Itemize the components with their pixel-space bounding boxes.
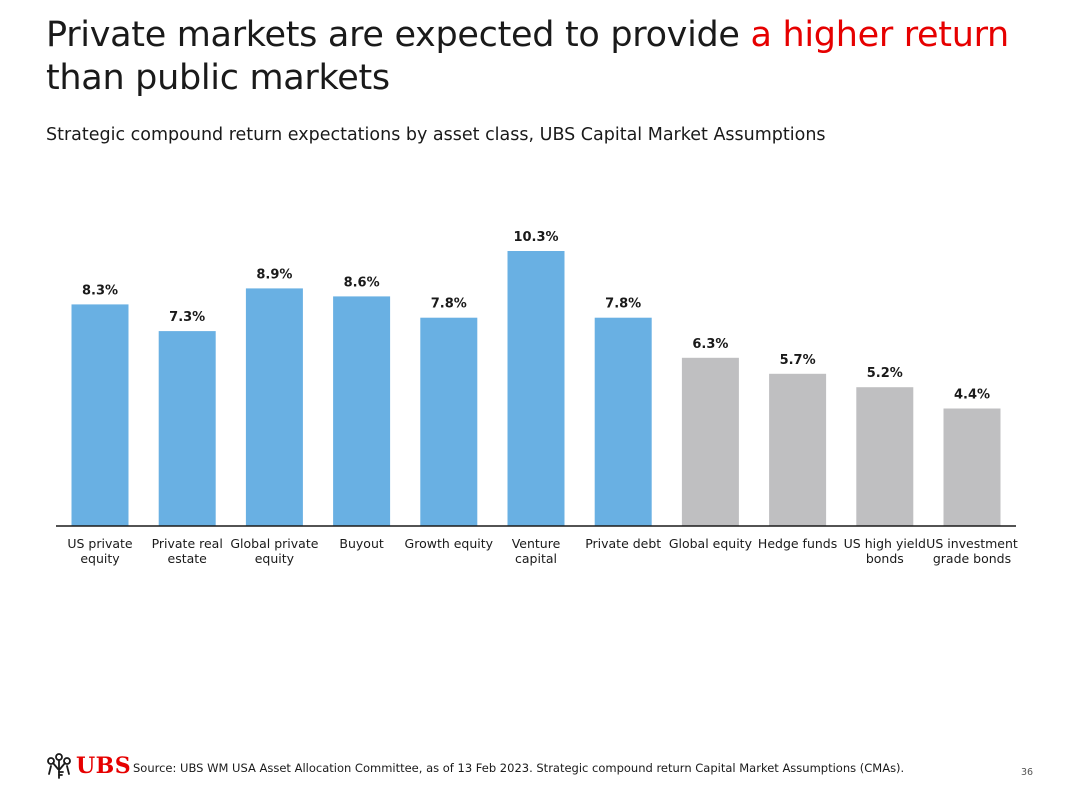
bar-1 [71, 304, 129, 526]
category-tick-label: Hedge funds [758, 536, 837, 551]
bar-11 [943, 408, 1001, 526]
bar-8 [681, 357, 739, 526]
title-highlight: a higher return [750, 15, 1010, 55]
category-tick-label: Global equity [669, 536, 753, 551]
page-title: Private markets are expected to provide … [46, 14, 1056, 100]
bar-value-label: 4.4% [954, 388, 990, 403]
bars-group [71, 251, 1001, 526]
chart-subtitle: Strategic compound return expectations b… [46, 125, 826, 145]
category-tick-label: US investment grade bonds [926, 536, 1018, 566]
bar-7 [594, 317, 652, 526]
category-tick-label: Global private equity [230, 536, 318, 566]
logo-text: UBS [76, 753, 132, 779]
title-part-2: than public markets [46, 58, 390, 98]
bar-chart: 8.3% 7.3% 8.9% 8.6% 7.8% 10.3% 7.8% 6.3% 5.7% 5.2… [56, 230, 1018, 566]
category-tick-label: Growth equity [405, 536, 494, 551]
category-tick-label: US private equity [67, 536, 133, 566]
bar-value-label: 7.8% [605, 297, 641, 312]
bar-3 [245, 288, 303, 526]
bar-value-label: 7.8% [431, 297, 467, 312]
category-tick-label: Private real estate [152, 536, 223, 566]
source-note: Source: UBS WM USA Asset Allocation Comm… [133, 761, 905, 775]
page-number: 36 [1021, 767, 1034, 778]
bar-value-label: 5.7% [780, 353, 816, 368]
title-part-1: Private markets are expected to provide [46, 15, 751, 55]
bar-value-label: 10.3% [513, 230, 558, 245]
bar-value-label: 8.9% [256, 267, 292, 282]
ubs-logo: UBS [46, 752, 131, 780]
footer: UBS Source: UBS WM USA Asset Allocation … [46, 752, 1046, 782]
bar-9 [769, 373, 827, 526]
keys-icon [47, 753, 71, 779]
bar-value-label: 6.3% [692, 337, 728, 352]
category-tick-label: Venture capital [512, 536, 561, 566]
bar-6 [507, 251, 565, 526]
bar-value-label: 8.6% [344, 275, 380, 290]
value-labels-group: 8.3% 7.3% 8.9% 8.6% 7.8% 10.3% 7.8% 6.3% 5.7% 5.2… [82, 230, 990, 403]
category-tick-label: Private debt [585, 536, 661, 551]
bar-value-label: 5.2% [867, 366, 903, 381]
category-tick-label: US high yield bonds [844, 536, 926, 566]
bar-value-label: 8.3% [82, 283, 118, 298]
bar-value-label: 7.3% [169, 310, 205, 325]
bar-4 [333, 296, 391, 526]
bar-2 [158, 331, 216, 526]
category-tick-label: Buyout [339, 536, 383, 551]
bar-5 [420, 317, 478, 526]
bar-10 [856, 387, 914, 526]
